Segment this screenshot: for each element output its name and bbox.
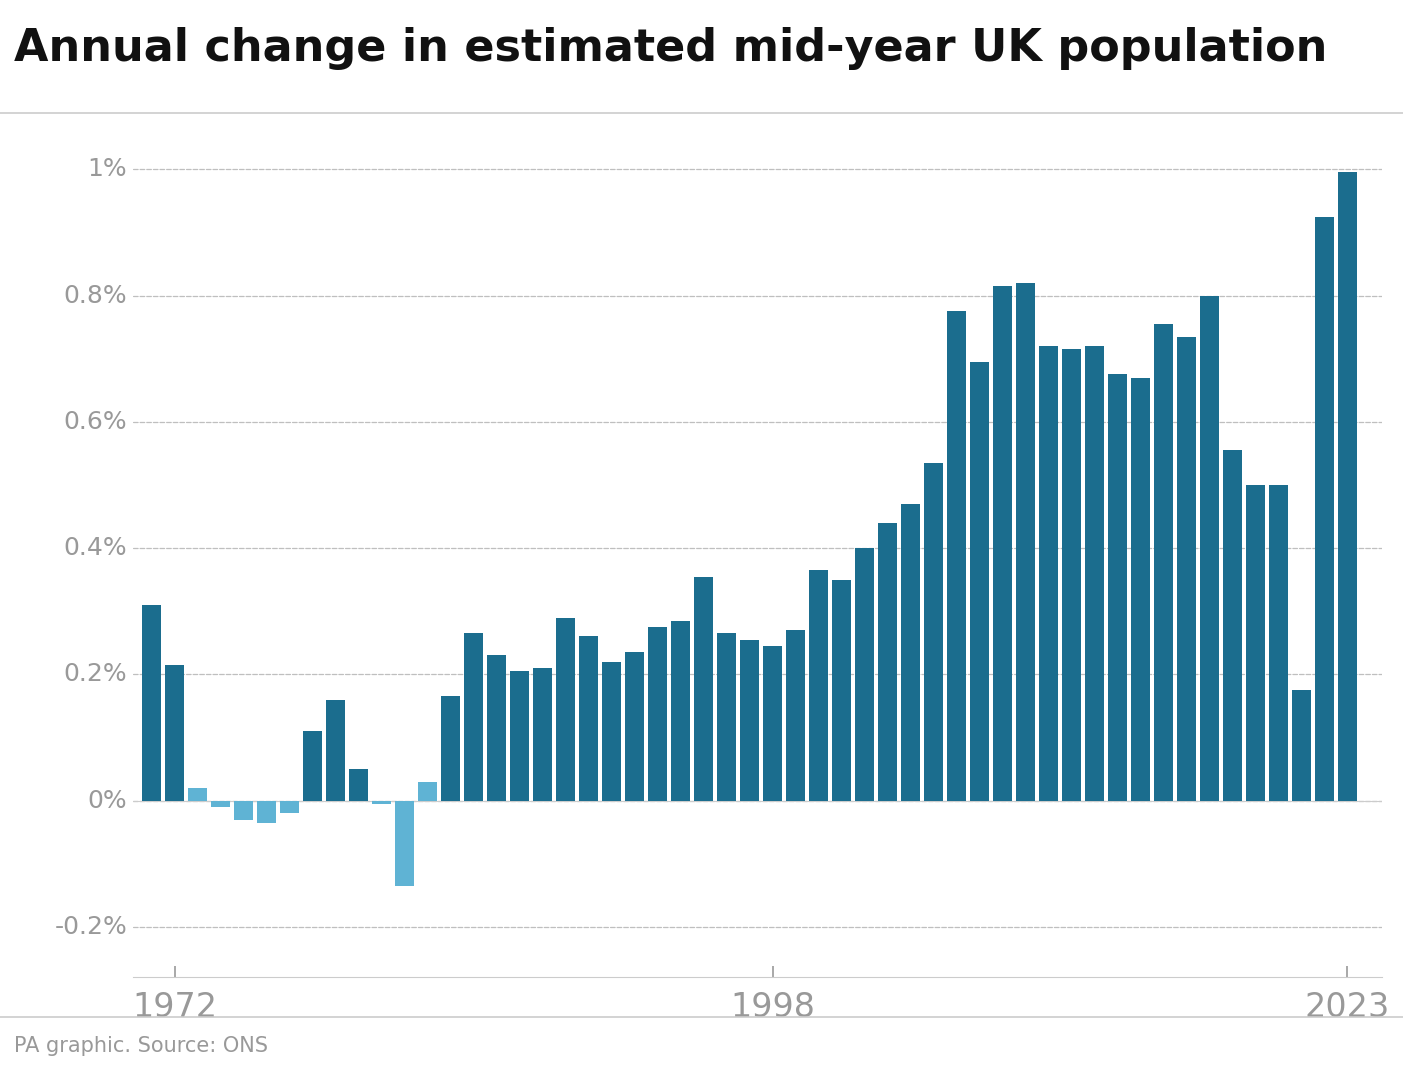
Bar: [717, 633, 737, 800]
Bar: [1337, 173, 1357, 800]
Text: 1%: 1%: [87, 158, 128, 181]
Bar: [303, 731, 323, 800]
Bar: [763, 646, 783, 800]
Bar: [1062, 349, 1082, 800]
Bar: [234, 800, 254, 820]
Bar: [142, 605, 161, 800]
Bar: [786, 630, 805, 800]
Bar: [188, 788, 208, 800]
Bar: [1268, 485, 1288, 800]
Bar: [808, 570, 828, 800]
Bar: [1016, 283, 1035, 800]
Bar: [509, 671, 529, 800]
Bar: [1177, 337, 1197, 800]
Bar: [901, 504, 920, 800]
Bar: [947, 311, 967, 800]
Bar: [648, 627, 668, 800]
Text: Annual change in estimated mid-year UK population: Annual change in estimated mid-year UK p…: [14, 27, 1327, 70]
Bar: [418, 782, 438, 800]
Bar: [878, 523, 898, 800]
Bar: [464, 633, 484, 800]
Bar: [349, 769, 369, 800]
Bar: [969, 362, 989, 800]
Text: 0.2%: 0.2%: [63, 662, 128, 687]
Bar: [1153, 324, 1173, 800]
Bar: [1085, 346, 1104, 800]
Bar: [487, 656, 506, 800]
Bar: [739, 639, 759, 800]
Bar: [1200, 296, 1219, 800]
Bar: [923, 463, 943, 800]
Bar: [1292, 690, 1312, 800]
Bar: [441, 697, 460, 800]
Bar: [257, 800, 276, 823]
Bar: [210, 800, 230, 807]
Text: 0.4%: 0.4%: [63, 536, 128, 561]
Bar: [1108, 375, 1127, 800]
Bar: [832, 580, 852, 800]
Text: 0.8%: 0.8%: [63, 284, 128, 308]
Bar: [602, 662, 622, 800]
Text: -0.2%: -0.2%: [55, 915, 128, 939]
Text: PA graphic. Source: ONS: PA graphic. Source: ONS: [14, 1036, 268, 1056]
Bar: [1315, 217, 1334, 800]
Bar: [394, 800, 414, 886]
Bar: [556, 618, 575, 800]
Bar: [993, 286, 1013, 800]
Bar: [1038, 346, 1058, 800]
Bar: [325, 700, 345, 800]
Text: 0%: 0%: [87, 788, 128, 812]
Bar: [166, 665, 184, 800]
Bar: [372, 800, 391, 804]
Bar: [854, 548, 874, 800]
Bar: [624, 652, 644, 800]
Bar: [694, 577, 713, 800]
Bar: [1131, 378, 1150, 800]
Bar: [671, 621, 690, 800]
Bar: [579, 636, 598, 800]
Bar: [279, 800, 299, 813]
Bar: [533, 669, 553, 800]
Text: 0.6%: 0.6%: [63, 409, 128, 434]
Bar: [1246, 485, 1266, 800]
Bar: [1222, 450, 1242, 800]
